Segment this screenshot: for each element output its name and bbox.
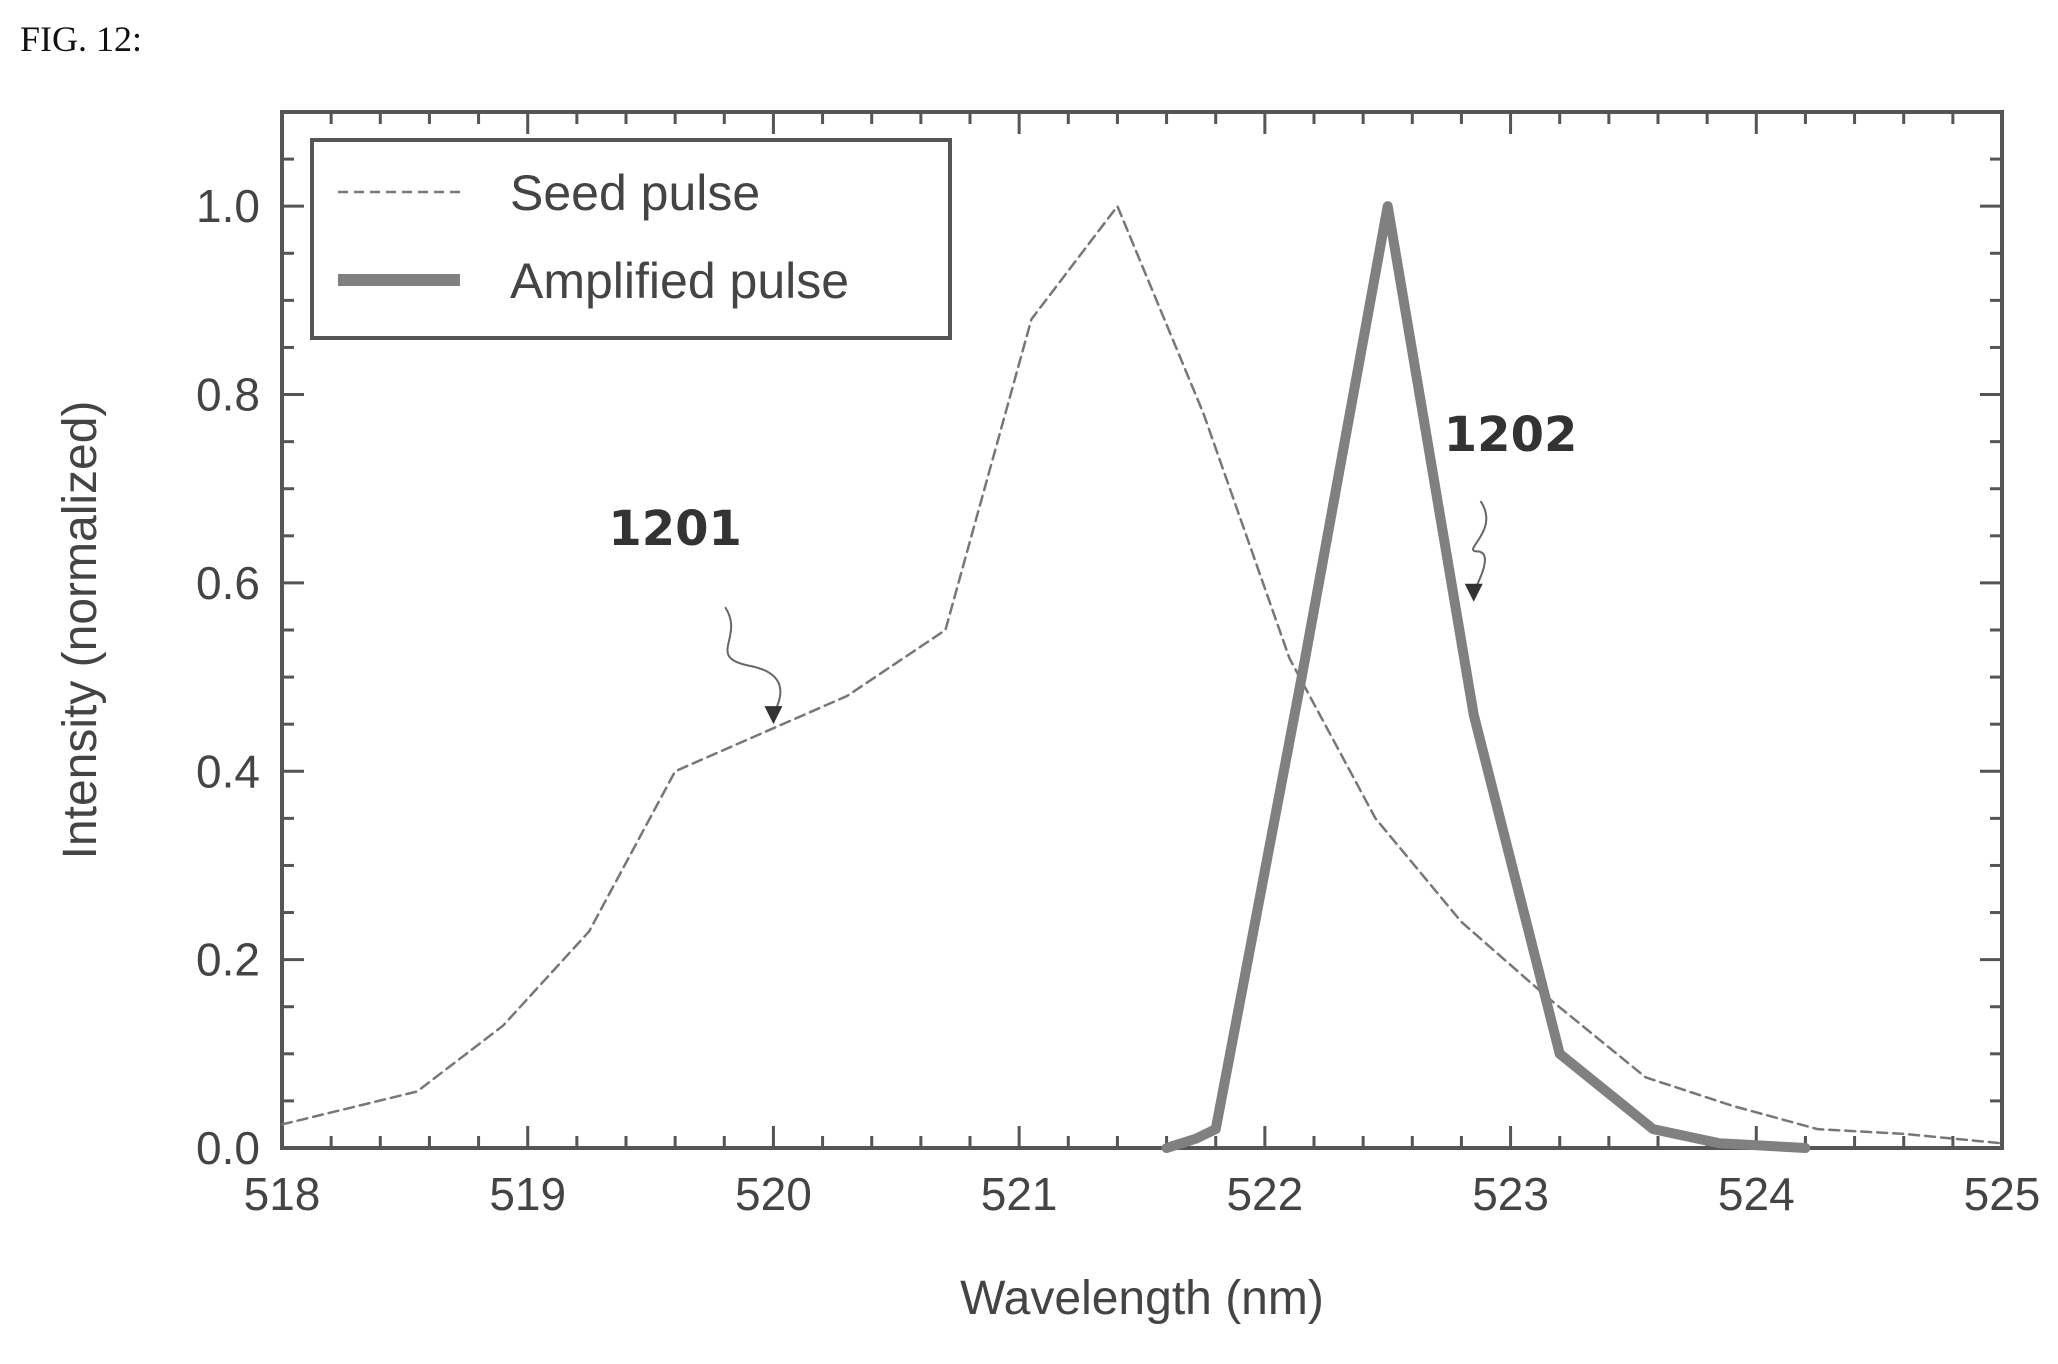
x-tick-label: 523 [1472, 1168, 1549, 1220]
x-tick-label: 518 [244, 1168, 321, 1220]
x-tick-label: 524 [1718, 1168, 1795, 1220]
legend-label: Seed pulse [510, 165, 760, 221]
annotation-leader [1472, 500, 1488, 593]
y-tick-label: 0.6 [196, 557, 260, 609]
x-tick-label: 519 [489, 1168, 566, 1220]
y-tick-label: 1.0 [196, 180, 260, 232]
y-tick-label: 0.0 [196, 1122, 260, 1174]
annotation-label: 1201 [608, 501, 742, 557]
x-tick-label: 525 [1964, 1168, 2041, 1220]
amplified-pulse-line [1161, 201, 1811, 1153]
y-axis-label: Intensity (normalized) [54, 401, 107, 860]
axes-group: 518 519 520 521 522 523 524 525 0.0 0.2 0.4 0.6 0.8 1… [54, 110, 2041, 1325]
legend-label: Amplified pulse [510, 253, 849, 309]
figure-label: FIG. 12: [20, 19, 143, 59]
annotation-arrowhead [764, 706, 783, 725]
legend-box [310, 138, 952, 340]
y-tick-label: 0.2 [196, 934, 260, 986]
x-tick-label: 522 [1226, 1168, 1303, 1220]
annotations-group: 1201 1202 [608, 407, 1578, 725]
series-group [280, 201, 2004, 1153]
annotation-arrowhead [1464, 583, 1483, 602]
annotation-leader [724, 606, 782, 715]
seed-pulse-line [280, 204, 2004, 1145]
legend: Seed pulse Amplified pulse [310, 138, 952, 340]
y-tick-label: 0.4 [196, 745, 260, 797]
annotation-label: 1202 [1444, 407, 1578, 463]
y-tick-label: 0.8 [196, 369, 260, 421]
x-tick-label: 520 [735, 1168, 812, 1220]
x-tick-label: 521 [981, 1168, 1058, 1220]
x-axis-label: Wavelength (nm) [960, 1272, 1324, 1325]
